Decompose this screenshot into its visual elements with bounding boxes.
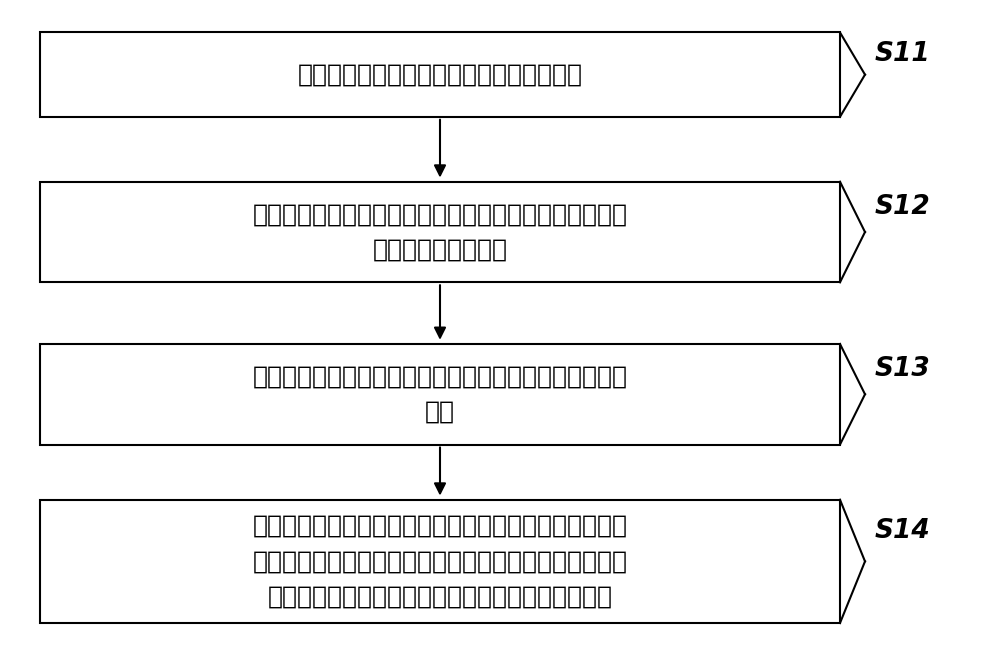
Text: S13: S13: [875, 356, 931, 382]
FancyBboxPatch shape: [40, 32, 840, 117]
Text: 以两个频率差值之差、两个不同频率控制字之差以及所述
预定频率与所述参考晶振的中心频率之间的比值，确定所
述参考晶振在其中心频率下对应的基准频率调整步进: 以两个频率差值之差、两个不同频率控制字之差以及所述 预定频率与所述参考晶振的中心…: [252, 514, 628, 609]
FancyBboxPatch shape: [40, 344, 840, 445]
FancyBboxPatch shape: [40, 500, 840, 623]
Text: S14: S14: [875, 517, 931, 544]
Text: S12: S12: [875, 194, 931, 220]
Text: S11: S11: [875, 40, 931, 67]
FancyBboxPatch shape: [40, 182, 840, 282]
Text: 计算测量得到的两个输出频率与所述预定频率之间的频率
差值: 计算测量得到的两个输出频率与所述预定频率之间的频率 差值: [252, 365, 628, 424]
Text: 控制所述通信终端发射一个预定频率的信号: 控制所述通信终端发射一个预定频率的信号: [298, 63, 582, 86]
Text: 分别获取在任意两个不同频率控制字控制下所述通信终端
的输出频率的测量值: 分别获取在任意两个不同频率控制字控制下所述通信终端 的输出频率的测量值: [252, 202, 628, 262]
